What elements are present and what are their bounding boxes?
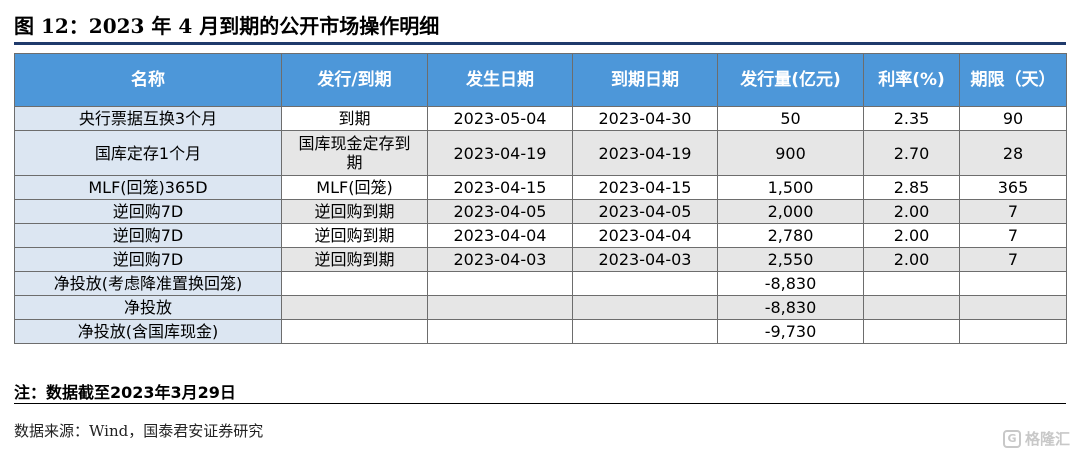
table-row: 净投放(含国库现金) -9,730 xyxy=(14,319,1067,344)
gelonghui-logo-icon: G xyxy=(1002,429,1021,448)
cell-date: 2023-04-19 xyxy=(427,130,573,176)
cell-maturity xyxy=(572,271,718,296)
cell-term: 7 xyxy=(959,223,1067,248)
cell-amount: 2,550 xyxy=(717,247,864,272)
cell-rate xyxy=(863,271,960,296)
cell-type: MLF(回笼) xyxy=(281,175,428,200)
col-header-rate: 利率(%) xyxy=(863,53,960,107)
col-header-type: 发行/到期 xyxy=(281,53,428,107)
cell-term: 365 xyxy=(959,175,1067,200)
cell-maturity: 2023-04-19 xyxy=(572,130,718,176)
watermark-text: 格隆汇 xyxy=(1024,430,1070,448)
cell-date: 2023-04-05 xyxy=(427,199,573,224)
cell-type: 逆回购到期 xyxy=(281,199,428,224)
cell-term xyxy=(959,295,1067,320)
cell-name: 逆回购7D xyxy=(14,199,282,224)
cell-rate: 2.00 xyxy=(863,199,960,224)
cell-type xyxy=(281,271,428,296)
table-header-row: 名称 发行/到期 发生日期 到期日期 发行量(亿元) 利率(%) 期限（天） xyxy=(14,53,1067,107)
cell-rate xyxy=(863,295,960,320)
cell-name: MLF(回笼)365D xyxy=(14,175,282,200)
col-header-maturity: 到期日期 xyxy=(572,53,718,107)
table-row: 净投放 -8,830 xyxy=(14,295,1067,320)
footnote: 注：数据截至2023年3月29日 xyxy=(14,383,236,402)
cell-type: 逆回购到期 xyxy=(281,223,428,248)
cell-rate: 2.35 xyxy=(863,106,960,131)
cell-rate: 2.00 xyxy=(863,247,960,272)
cell-maturity xyxy=(572,295,718,320)
table-row: MLF(回笼)365D MLF(回笼) 2023-04-15 2023-04-1… xyxy=(14,175,1067,200)
cell-maturity: 2023-04-30 xyxy=(572,106,718,131)
cell-maturity xyxy=(572,319,718,344)
cell-type: 逆回购到期 xyxy=(281,247,428,272)
cell-amount: 2,780 xyxy=(717,223,864,248)
cell-name: 净投放(含国库现金) xyxy=(14,319,282,344)
footnote-rule xyxy=(14,403,1066,404)
cell-maturity: 2023-04-05 xyxy=(572,199,718,224)
cell-amount: 2,000 xyxy=(717,199,864,224)
cell-rate: 2.85 xyxy=(863,175,960,200)
cell-name: 净投放(考虑降准置换回笼) xyxy=(14,271,282,296)
watermark: G 格隆汇 xyxy=(1002,428,1070,449)
cell-name: 国库定存1个月 xyxy=(14,130,282,176)
cell-term: 7 xyxy=(959,199,1067,224)
table-row: 逆回购7D 逆回购到期 2023-04-03 2023-04-03 2,550 … xyxy=(14,247,1067,272)
cell-term xyxy=(959,271,1067,296)
table-row: 逆回购7D 逆回购到期 2023-04-04 2023-04-04 2,780 … xyxy=(14,223,1067,248)
cell-term: 28 xyxy=(959,130,1067,176)
cell-amount: -9,730 xyxy=(717,319,864,344)
cell-type xyxy=(281,295,428,320)
cell-type xyxy=(281,319,428,344)
table-row: 净投放(考虑降准置换回笼) -8,830 xyxy=(14,271,1067,296)
operations-table: 名称 发行/到期 发生日期 到期日期 发行量(亿元) 利率(%) 期限（天） 央… xyxy=(14,53,1067,344)
cell-date xyxy=(427,271,573,296)
cell-date: 2023-04-03 xyxy=(427,247,573,272)
cell-amount: 1,500 xyxy=(717,175,864,200)
cell-type: 到期 xyxy=(281,106,428,131)
cell-amount: -8,830 xyxy=(717,295,864,320)
cell-date: 2023-05-04 xyxy=(427,106,573,131)
source-line: 数据来源：Wind，国泰君安证券研究 xyxy=(14,422,264,440)
table-row: 央行票据互换3个月 到期 2023-05-04 2023-04-30 50 2.… xyxy=(14,106,1067,131)
cell-date xyxy=(427,319,573,344)
title-rule xyxy=(14,42,1066,45)
cell-date: 2023-04-04 xyxy=(427,223,573,248)
col-header-name: 名称 xyxy=(14,53,282,107)
cell-term: 7 xyxy=(959,247,1067,272)
cell-name: 央行票据互换3个月 xyxy=(14,106,282,131)
col-header-date: 发生日期 xyxy=(427,53,573,107)
cell-name: 净投放 xyxy=(14,295,282,320)
cell-type: 国库现金定存到期 xyxy=(281,130,428,176)
table-row: 逆回购7D 逆回购到期 2023-04-05 2023-04-05 2,000 … xyxy=(14,199,1067,224)
figure-title: 图 12：2023 年 4 月到期的公开市场操作明细 xyxy=(14,14,440,38)
cell-date: 2023-04-15 xyxy=(427,175,573,200)
table-row: 国库定存1个月 国库现金定存到期 2023-04-19 2023-04-19 9… xyxy=(14,130,1067,176)
cell-name: 逆回购7D xyxy=(14,247,282,272)
cell-maturity: 2023-04-03 xyxy=(572,247,718,272)
cell-amount: 50 xyxy=(717,106,864,131)
cell-maturity: 2023-04-04 xyxy=(572,223,718,248)
cell-rate: 2.70 xyxy=(863,130,960,176)
cell-rate xyxy=(863,319,960,344)
cell-amount: 900 xyxy=(717,130,864,176)
cell-term: 90 xyxy=(959,106,1067,131)
cell-date xyxy=(427,295,573,320)
cell-maturity: 2023-04-15 xyxy=(572,175,718,200)
cell-term xyxy=(959,319,1067,344)
cell-rate: 2.00 xyxy=(863,223,960,248)
cell-name: 逆回购7D xyxy=(14,223,282,248)
col-header-amount: 发行量(亿元) xyxy=(717,53,864,107)
col-header-term: 期限（天） xyxy=(959,53,1067,107)
cell-amount: -8,830 xyxy=(717,271,864,296)
